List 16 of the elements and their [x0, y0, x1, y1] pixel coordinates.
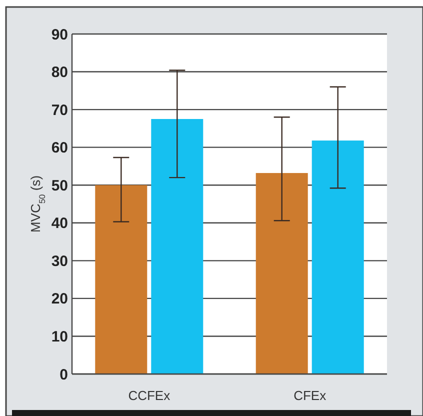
y-tick-label: 70	[51, 102, 68, 119]
bar	[312, 140, 364, 374]
x-tick-label: CCFEx	[128, 388, 171, 403]
y-tick-label: 30	[51, 252, 68, 270]
y-tick-label: 10	[51, 328, 68, 346]
y-tick-label: 50	[51, 177, 68, 194]
y-tick-label: 90	[51, 26, 68, 44]
bar	[95, 185, 148, 374]
y-tick-label: 40	[51, 215, 68, 232]
y-tick-label: 0	[60, 366, 68, 384]
bar	[256, 173, 308, 374]
y-tick-label: 80	[51, 64, 68, 82]
bar	[151, 119, 204, 374]
y-tick-label: 20	[51, 290, 68, 308]
x-tick-label: CFEx	[294, 388, 327, 403]
y-tick-label: 60	[51, 140, 68, 157]
